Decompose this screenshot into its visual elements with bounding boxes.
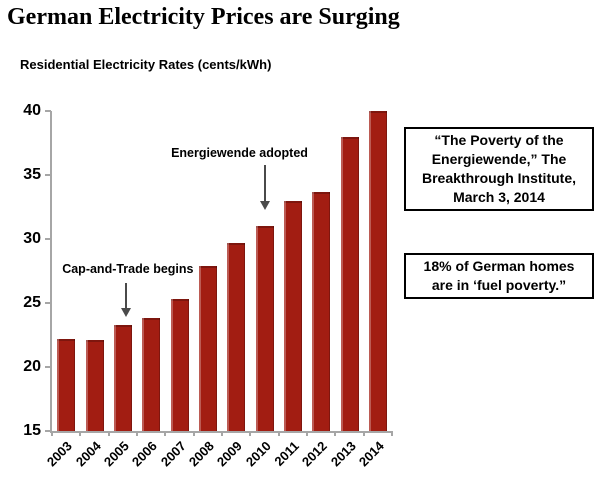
y-axis-label: 20 [23, 358, 41, 375]
callout-line: “The Poverty of the [434, 132, 564, 148]
chart-subtitle: Residential Electricity Rates (cents/kWh… [20, 57, 272, 72]
bar-2007 [171, 299, 189, 431]
callout-fuel-poverty: 18% of German homes are in ‘fuel poverty.… [404, 253, 594, 299]
y-axis-tick [45, 302, 51, 304]
x-axis-tick [79, 431, 82, 436]
callout-source-citation: “The Poverty of the Energiewende,” The Bre… [404, 127, 594, 211]
callout-line: Breakthrough Institute, [421, 170, 576, 186]
bar-2010 [256, 226, 274, 431]
bar-2003 [57, 338, 75, 431]
bar-2011 [284, 200, 302, 431]
y-axis-tick [45, 174, 51, 176]
callout-line: are in ‘fuel poverty.” [431, 277, 567, 293]
annotation-label: Cap-and-Trade begins [62, 262, 194, 276]
annotation-arrowhead [120, 308, 131, 317]
bar-2005 [114, 324, 132, 431]
page-title: German Electricity Prices are Surging [7, 4, 400, 30]
y-axis-tick [45, 238, 51, 240]
bar-2004 [86, 340, 104, 431]
annotation-arrowhead [259, 201, 270, 210]
x-axis-tick [391, 431, 393, 436]
x-axis-tick [249, 431, 252, 436]
y-axis-label: 25 [23, 294, 41, 311]
annotation-arrow [263, 165, 266, 202]
x-axis-tick [306, 431, 308, 436]
callout-line: Energiewende,” The [431, 151, 567, 167]
bar-2006 [142, 318, 160, 431]
bar-2009 [227, 242, 245, 431]
annotation-arrow [124, 283, 127, 309]
bar-2014 [369, 111, 387, 431]
x-axis-tick [164, 431, 167, 436]
bar-2013 [341, 136, 359, 431]
bar-2012 [312, 191, 330, 431]
x-axis-tick [334, 431, 337, 436]
y-axis-tick [45, 430, 51, 432]
y-axis-label: 40 [23, 102, 41, 119]
bar-chart-plot-area: 40 35 30 25 20 15 2003 2004 2005 2006 2007 2008 2009… [23, 102, 393, 469]
y-axis-label: 35 [23, 166, 41, 183]
annotation-label: Energiewende adopted [171, 146, 308, 160]
y-axis-label: 15 [23, 422, 41, 439]
x-axis-tick [107, 431, 110, 436]
y-axis-tick [45, 110, 51, 112]
y-axis-tick [45, 366, 51, 368]
x-axis-tick [221, 431, 223, 436]
bar-2008 [199, 265, 217, 431]
y-axis-label: 30 [23, 230, 41, 247]
x-axis-tick [192, 431, 195, 436]
x-axis-tick [51, 431, 53, 436]
callout-line: 18% of German homes [423, 258, 575, 274]
callout-line: March 3, 2014 [453, 189, 545, 205]
x-axis-tick [277, 431, 280, 436]
x-axis-tick [362, 431, 365, 436]
x-axis-tick [136, 431, 138, 436]
